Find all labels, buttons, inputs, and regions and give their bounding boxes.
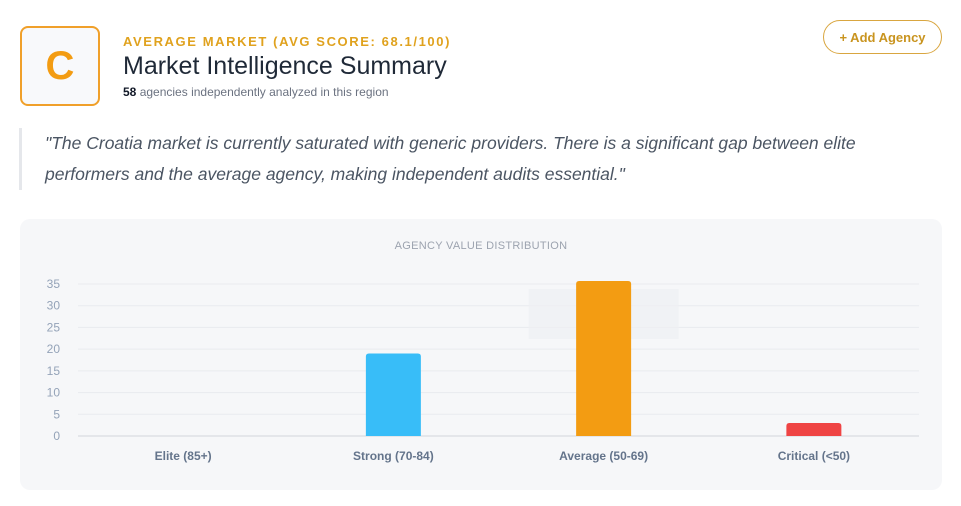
agency-count-suffix: agencies independently analyzed in this … <box>136 85 389 99</box>
add-agency-button[interactable]: + Add Agency <box>823 20 942 54</box>
distribution-chart: 0 5 10 15 20 25 30 35 Elite (85+) Strong (70-84) A… <box>47 277 919 463</box>
y-tick-label: 5 <box>53 407 60 421</box>
y-tick-label: 25 <box>47 320 61 334</box>
y-tick-label: 20 <box>47 342 61 356</box>
y-tick-label: 30 <box>47 299 61 313</box>
x-category-label: Critical (<50) <box>778 449 850 463</box>
page-title: Market Intelligence Summary <box>123 52 447 80</box>
market-grade-badge: C <box>20 26 100 106</box>
summary-header: AVERAGE MARKET (AVG SCORE: 68.1/100) Mar… <box>123 34 451 100</box>
bar-strong <box>365 353 421 436</box>
x-category-label: Strong (70-84) <box>353 449 434 463</box>
agency-count-text: 58 agencies independently analyzed in th… <box>123 84 451 100</box>
x-category-label: Average (50-69) <box>559 449 648 463</box>
y-tick-label: 15 <box>47 364 61 378</box>
bar-average <box>576 281 632 436</box>
x-category-label: Elite (85+) <box>155 449 212 463</box>
y-tick-label: 35 <box>47 277 61 291</box>
chart-title: AGENCY VALUE DISTRIBUTION <box>394 240 568 252</box>
y-tick-label: 10 <box>47 386 61 400</box>
agency-count: 58 <box>123 85 137 99</box>
bar-critical <box>786 422 842 436</box>
grade-letter: C <box>45 44 75 88</box>
distribution-chart-card: AGENCY VALUE DISTRIBUTION 0 5 10 15 20 25 30 35… <box>20 219 942 490</box>
market-insight-quote: "The Croatia market is currently saturat… <box>19 128 919 190</box>
market-status-label: AVERAGE MARKET (AVG SCORE: 68.1/100) <box>123 34 452 49</box>
y-tick-label: 0 <box>53 429 60 443</box>
